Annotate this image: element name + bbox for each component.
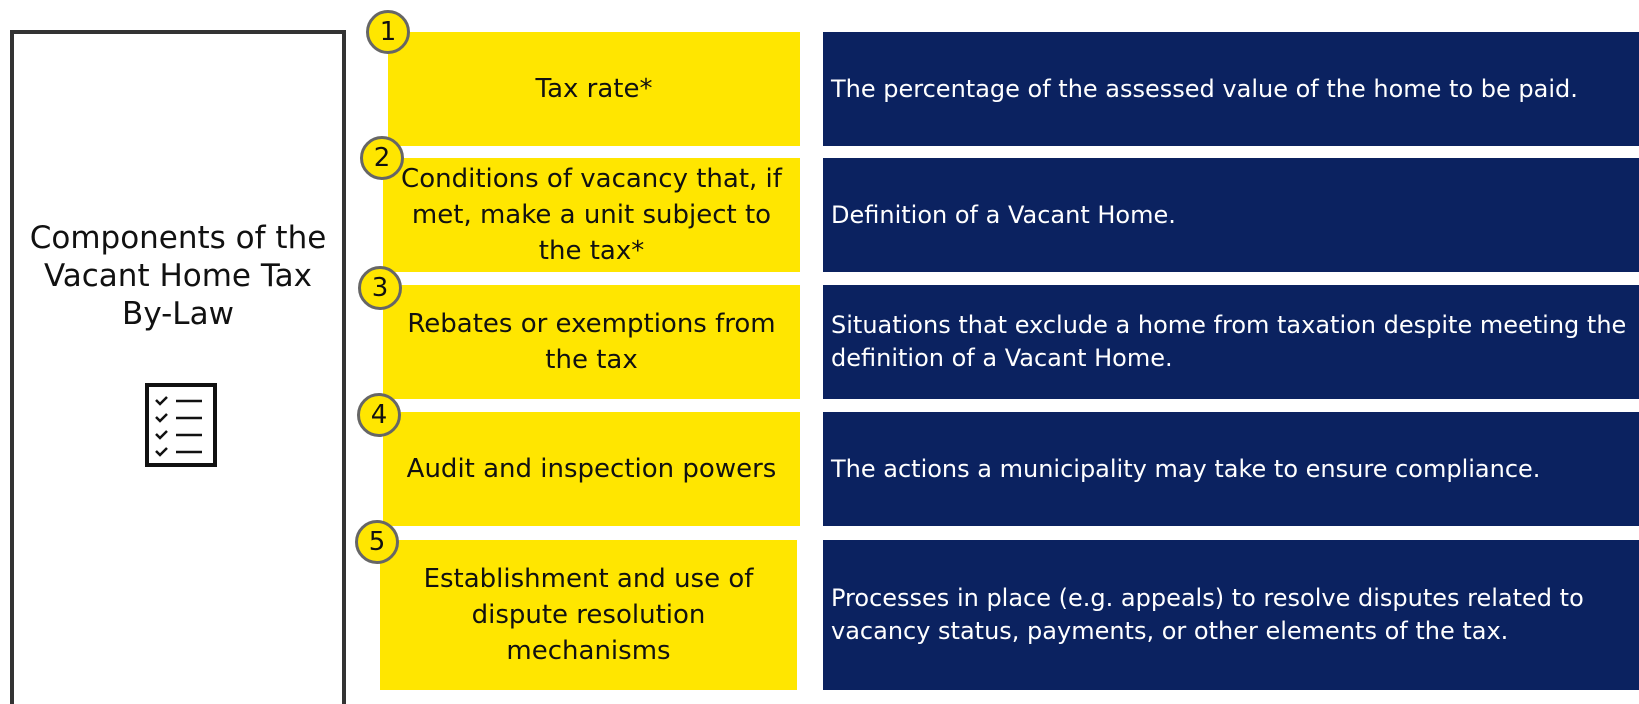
page: Components of the Vacant Home Tax By-Law… xyxy=(10,10,1639,704)
panel-title: Components of the Vacant Home Tax By-Law xyxy=(29,220,327,332)
component-label: Establishment and use of dispute resolut… xyxy=(380,540,797,690)
component-number: 3 xyxy=(358,266,402,310)
component-description: Definition of a Vacant Home. xyxy=(823,158,1639,272)
component-description: Situations that exclude a home from taxa… xyxy=(823,285,1639,399)
component-description: Processes in place (e.g. appeals) to res… xyxy=(823,540,1639,690)
component-label: Rebates or exemptions from the tax xyxy=(383,285,800,399)
component-description: The percentage of the assessed value of … xyxy=(823,32,1639,146)
component-number: 2 xyxy=(360,136,404,180)
title-panel: Components of the Vacant Home Tax By-Law xyxy=(10,30,346,704)
component-label: Tax rate* xyxy=(388,32,800,146)
checklist-icon xyxy=(145,383,217,467)
component-number: 5 xyxy=(355,520,399,564)
component-number: 4 xyxy=(357,393,401,437)
component-label: Conditions of vacancy that, if met, make… xyxy=(383,158,800,272)
component-description: The actions a municipality may take to e… xyxy=(823,412,1639,526)
component-label: Audit and inspection powers xyxy=(383,412,800,526)
component-number: 1 xyxy=(366,10,410,54)
